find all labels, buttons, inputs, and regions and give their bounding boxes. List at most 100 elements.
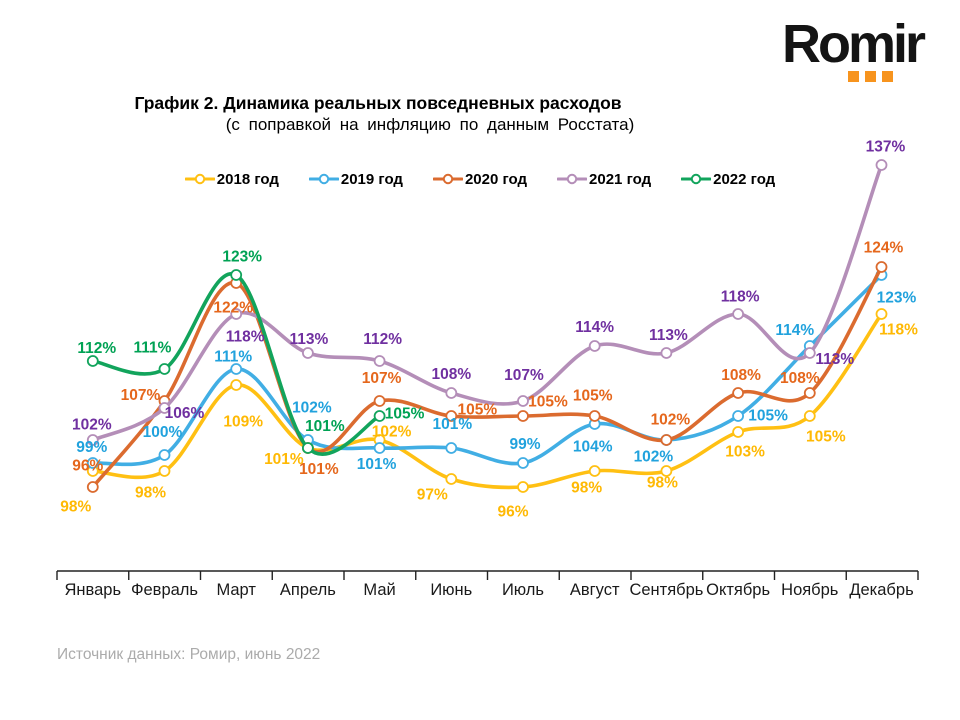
series-2022 xyxy=(86,269,386,457)
value-label: 105% xyxy=(385,406,425,423)
data-point xyxy=(445,387,458,399)
value-label: 105% xyxy=(573,388,613,405)
data-point xyxy=(803,410,816,422)
value-label: 105% xyxy=(748,408,788,425)
data-point xyxy=(445,410,458,422)
data-point xyxy=(86,434,99,446)
legend-marker-icon xyxy=(681,173,712,185)
data-point xyxy=(86,355,99,367)
series-line xyxy=(91,312,884,490)
month-label-5: Май xyxy=(363,581,395,599)
value-label: 108% xyxy=(721,367,761,384)
data-point xyxy=(301,442,314,454)
data-point xyxy=(517,457,529,469)
series-labels-2018: 98% 98% 109% 101% 102% 97% 96% 98% 98% 103% 105% 11… xyxy=(60,322,918,521)
value-label: 107% xyxy=(504,367,544,384)
value-label: 114% xyxy=(775,322,814,339)
month-label-3: Март xyxy=(216,581,256,599)
value-label: 112% xyxy=(77,340,116,357)
data-point xyxy=(445,473,458,485)
data-point xyxy=(517,481,529,493)
value-label: 102% xyxy=(651,411,691,428)
series-2020 xyxy=(86,261,888,493)
legend-label: 2018 год xyxy=(216,170,279,188)
legend-marker-icon xyxy=(308,173,339,185)
data-point xyxy=(517,395,529,407)
chart-title: График 2. Динамика реальных повседневных… xyxy=(134,93,622,113)
data-point xyxy=(660,465,673,477)
month-label-6: Июнь xyxy=(430,581,472,599)
data-point xyxy=(373,442,386,454)
value-label: 118% xyxy=(721,289,760,306)
data-point xyxy=(86,481,99,493)
legend-label: 2019 год xyxy=(340,170,403,188)
value-label: 102% xyxy=(372,423,412,440)
value-label: 118% xyxy=(879,322,918,339)
chart-legend: 2018 год 2019 год 2020 год 2021 год 2022 год xyxy=(0,168,960,190)
value-label: 122% xyxy=(213,299,253,316)
legend-label: 2020 год xyxy=(464,170,528,188)
data-point xyxy=(158,449,171,461)
value-label: 124% xyxy=(864,240,904,257)
value-label: 101% xyxy=(305,418,345,435)
value-label: 112% xyxy=(363,331,402,348)
data-point xyxy=(588,410,601,422)
value-label: 123% xyxy=(877,289,917,306)
value-label: 99% xyxy=(509,436,540,453)
value-label: 108% xyxy=(431,366,471,383)
logo-dot-icon xyxy=(882,71,893,82)
logo-dot-icon xyxy=(865,71,876,82)
value-label: 107% xyxy=(362,370,402,387)
line-chart: Январь Февраль Март Апрель Май Июнь Июль Август… xyxy=(56,139,919,599)
data-point xyxy=(373,410,386,422)
series-line xyxy=(91,273,884,467)
month-label-11: Ноябрь xyxy=(781,581,838,599)
value-label: 105% xyxy=(806,429,846,446)
logo-dot-icon xyxy=(848,71,859,82)
series-labels-2022: 112% 111% 123% 101% 105% xyxy=(77,248,424,435)
value-label: 96% xyxy=(72,457,103,474)
month-label-12: Декабрь xyxy=(849,581,913,599)
logo-text: Romir xyxy=(782,14,926,74)
chart-subtitle: (с поправкой на инфляцию по данным Росст… xyxy=(225,115,635,134)
value-label: 102% xyxy=(72,416,112,433)
series-2018 xyxy=(86,308,888,493)
data-point xyxy=(588,465,601,477)
value-label: 98% xyxy=(647,475,678,492)
value-label: 98% xyxy=(60,499,91,516)
legend-label: 2021 год xyxy=(589,170,652,188)
value-label: 114% xyxy=(575,319,614,336)
data-point xyxy=(301,347,314,359)
logo-dots-icon xyxy=(848,71,942,82)
value-label: 98% xyxy=(571,480,602,497)
legend-item-2019: 2019 год xyxy=(308,168,403,190)
series-labels-2020: 96%107%122%101%107%105% 105% 105%102%108% 1… xyxy=(72,240,903,479)
legend-marker-icon xyxy=(184,173,215,185)
legend-item-2020: 2020 год xyxy=(432,168,528,190)
value-label: 98% xyxy=(135,485,166,502)
value-label: 113% xyxy=(815,351,854,368)
series-labels-2021: 102%106%118% 113% 112%108% 107%114% 113%118%… xyxy=(72,139,906,434)
data-point xyxy=(517,410,529,422)
data-point xyxy=(230,379,243,391)
data-point xyxy=(803,347,816,359)
value-label: 105% xyxy=(528,394,568,411)
data-point xyxy=(660,434,673,446)
data-point xyxy=(158,465,171,477)
value-label: 113% xyxy=(649,327,688,344)
month-label-2: Февраль xyxy=(131,581,198,599)
data-point xyxy=(158,402,171,414)
data-point xyxy=(732,387,744,399)
value-label: 99% xyxy=(76,439,107,456)
value-label: 101% xyxy=(357,456,397,473)
legend-marker-icon xyxy=(432,173,463,185)
series-2021 xyxy=(86,159,888,446)
value-label: 107% xyxy=(121,387,161,404)
month-label-4: Апрель xyxy=(280,581,336,599)
value-label: 101% xyxy=(432,416,472,433)
series-line xyxy=(91,163,884,442)
value-label: 111% xyxy=(214,349,252,366)
data-point xyxy=(660,347,673,359)
legend-item-2022: 2022 год xyxy=(681,168,775,190)
value-label: 137% xyxy=(866,139,906,156)
